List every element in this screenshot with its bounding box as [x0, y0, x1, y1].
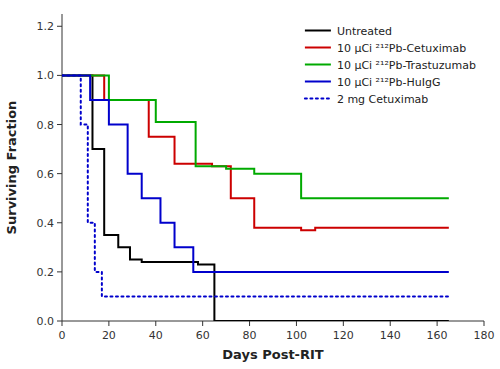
series-line [62, 75, 449, 230]
x-tick [108, 321, 109, 326]
y-tick-label: 0.4 [37, 217, 55, 230]
y-tick [57, 271, 62, 272]
x-tick-label: 80 [243, 329, 257, 342]
x-tick [155, 321, 156, 326]
x-tick [249, 321, 250, 326]
chart: 0 20 40 60 80 100 120 140 160 180 0.0 0.2 0.4 0.6 0.8 1… [0, 0, 500, 369]
legend-swatch [305, 64, 331, 66]
x-tick-label: 20 [102, 329, 116, 342]
series-line [62, 75, 449, 198]
y-tick [57, 222, 62, 223]
axes: 0 20 40 60 80 100 120 140 160 180 0.0 0.2 0.4 0.6 0.8 1… [37, 14, 495, 342]
x-tick [484, 321, 485, 326]
plot-area [62, 75, 449, 321]
x-tick-label: 120 [333, 329, 354, 342]
y-tick-label: 0.2 [37, 266, 55, 279]
legend-label: Untreated [337, 25, 392, 38]
y-tick-label: 1.2 [37, 20, 55, 33]
y-axis-line [62, 14, 63, 321]
x-tick [202, 321, 203, 326]
y-tick-label: 1.0 [37, 69, 55, 82]
y-tick [57, 124, 62, 125]
legend-label: 10 μCi ²¹²Pb-Cetuximab [337, 42, 466, 55]
x-tick [437, 321, 438, 326]
legend-label: 2 mg Cetuximab [337, 93, 428, 106]
legend: Untreated 10 μCi ²¹²Pb-Cetuximab 10 μCi ²¹… [305, 25, 476, 106]
legend-swatch [305, 98, 331, 100]
legend-label: 10 μCi ²¹²Pb-HuIgG [337, 76, 441, 89]
y-tick-label: 0.6 [37, 168, 55, 181]
legend-swatch [305, 81, 331, 83]
y-tick [57, 75, 62, 76]
x-tick-label: 100 [286, 329, 307, 342]
legend-swatch [305, 30, 331, 32]
y-tick [57, 173, 62, 174]
x-tick [343, 321, 344, 326]
x-tick-label: 60 [196, 329, 210, 342]
y-tick [57, 26, 62, 27]
legend-swatch [305, 47, 331, 49]
legend-label: 10 μCi ²¹²Pb-Trastuzumab [337, 59, 476, 72]
y-tick-label: 0.8 [37, 119, 55, 132]
x-tick-label: 0 [59, 329, 66, 342]
series-line [62, 75, 449, 271]
x-tick [62, 321, 63, 326]
x-tick-label: 40 [149, 329, 163, 342]
x-tick-label: 160 [427, 329, 448, 342]
y-axis-label: Surviving Fraction [4, 101, 19, 235]
y-tick-label: 0.0 [37, 315, 55, 328]
x-tick-label: 140 [380, 329, 401, 342]
series-line [62, 75, 449, 296]
series-line [62, 75, 449, 321]
y-tick [57, 321, 62, 322]
x-axis-label: Days Post-RIT [222, 347, 324, 362]
x-tick [296, 321, 297, 326]
x-tick [390, 321, 391, 326]
x-tick-label: 180 [474, 329, 495, 342]
